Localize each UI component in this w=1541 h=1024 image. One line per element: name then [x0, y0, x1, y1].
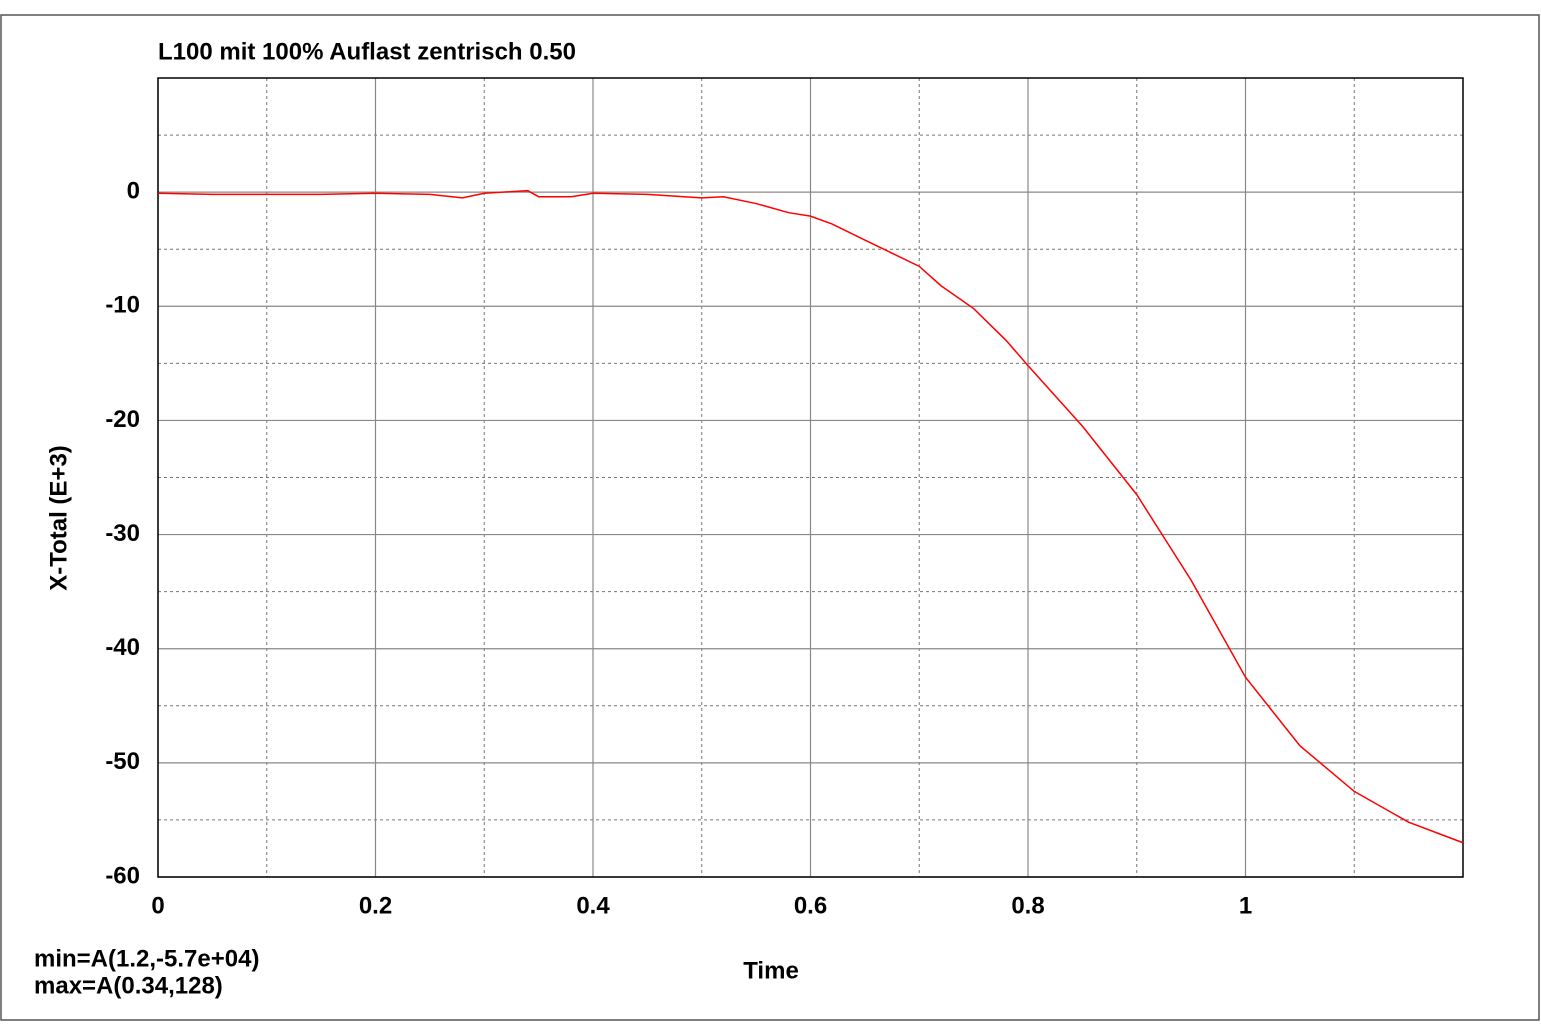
- y-tick-label: 0: [127, 177, 140, 204]
- x-tick-label: 1: [1239, 892, 1252, 919]
- y-tick-label: -30: [105, 520, 140, 547]
- plot-area: [157, 77, 1464, 878]
- y-tick-label: -40: [105, 634, 140, 661]
- x-tick-label: 0.6: [794, 892, 827, 919]
- y-tick-label: -50: [105, 748, 140, 775]
- y-tick-label: -20: [105, 406, 140, 433]
- annotation: max=A(0.34,128): [34, 972, 223, 999]
- y-tick-label: -10: [105, 292, 140, 319]
- frame: [0, 14, 1540, 1021]
- annotation: min=A(1.2,-5.7e+04): [34, 945, 259, 972]
- x-tick-label: 0.2: [359, 892, 392, 919]
- y-tick-label: -60: [105, 862, 140, 889]
- y-axis-label: X-Total (E+3): [45, 445, 72, 591]
- data-line: [157, 189, 1464, 844]
- x-tick-label: 0.8: [1011, 892, 1044, 919]
- x-tick-label: 0.4: [576, 892, 610, 919]
- x-tick-label: 0: [151, 892, 164, 919]
- x-axis-label: Time: [743, 957, 799, 984]
- chart-title: L100 mit 100% Auflast zentrisch 0.50: [158, 38, 576, 65]
